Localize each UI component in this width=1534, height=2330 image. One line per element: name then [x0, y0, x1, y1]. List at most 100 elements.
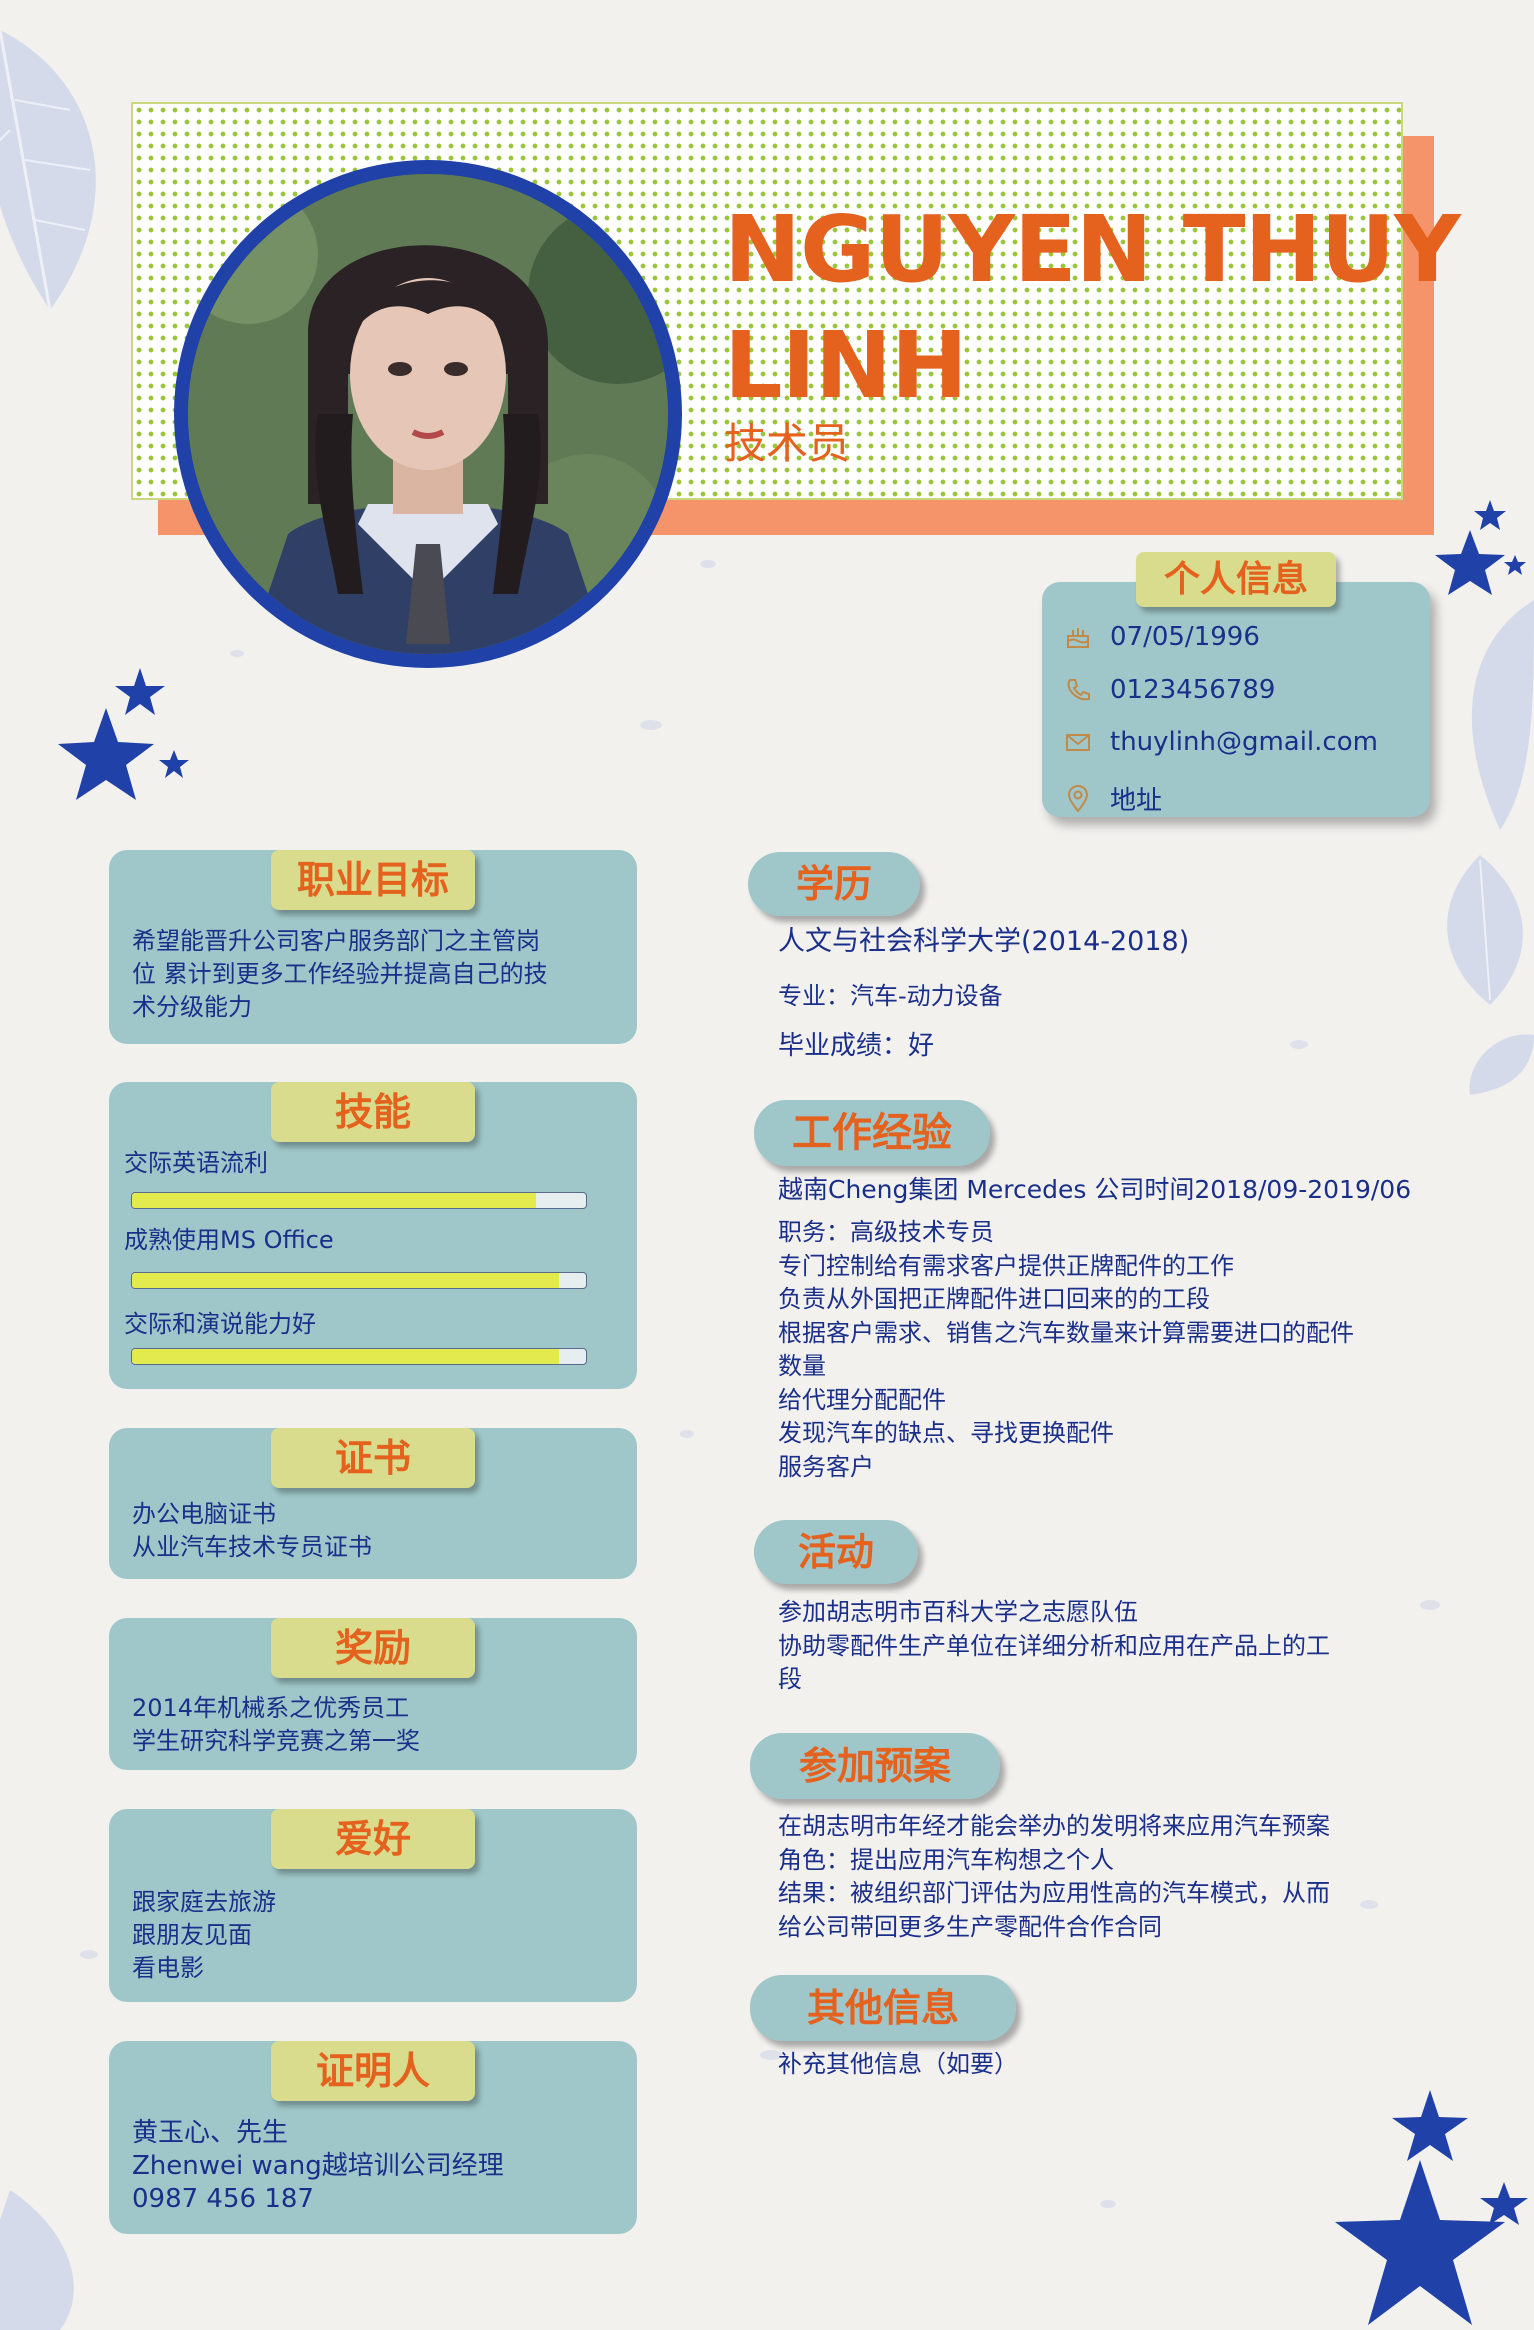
speck — [80, 1950, 98, 1959]
experience-line: 数量 — [778, 1352, 826, 1380]
other-info-line: 补充其他信息（如要） — [778, 2050, 1018, 2078]
references-title: 证明人 — [271, 2041, 475, 2101]
experience-line: 专门控制给有需求客户提供正牌配件的工作 — [778, 1251, 1234, 1280]
skill-bar-2 — [131, 1272, 587, 1289]
awards-text: 2014年机械系之优秀员工 学生研究科学竞赛之第一奖 — [132, 1692, 420, 1758]
reference-line: 0987 456 187 — [132, 2184, 314, 2214]
objective-line: 希望能晋升公司客户服务部门之主管岗 — [132, 927, 540, 955]
experience-details: 职务：高级技术专员 专门控制给有需求客户提供正牌配件的工作 负责从外国把正牌配件… — [778, 1216, 1354, 1484]
speck — [640, 720, 662, 730]
location-pin-icon — [1067, 784, 1089, 813]
education-grade: 毕业成绩：好 — [778, 1031, 935, 1061]
objective-title: 职业目标 — [271, 850, 475, 910]
speck — [700, 560, 716, 568]
certificates-title: 证书 — [271, 1428, 475, 1488]
activity-line: 协助零配件生产单位在详细分析和应用在产品上的工 — [778, 1631, 1330, 1660]
projects-title: 参加预案 — [750, 1733, 1000, 1799]
hobbies-title: 爱好 — [271, 1809, 475, 1869]
leaf-decoration-right-middle — [1447, 855, 1523, 1005]
objective-line: 术分级能力 — [132, 993, 252, 1021]
skills-title: 技能 — [271, 1082, 475, 1142]
skill-bar-fill — [132, 1349, 559, 1364]
hobby-item: 看电影 — [132, 1954, 204, 1982]
certificates-text: 办公电脑证书 从业汽车技术专员证书 — [132, 1498, 372, 1564]
hobby-item: 跟家庭去旅游 — [132, 1888, 276, 1916]
award-item: 2014年机械系之优秀员工 — [132, 1694, 410, 1722]
activity-line: 段 — [778, 1665, 802, 1693]
experience-line: 职务：高级技术专员 — [778, 1218, 994, 1246]
star-cluster-top-right — [1435, 500, 1526, 595]
hobbies-text: 跟家庭去旅游 跟朋友见面 看电影 — [132, 1886, 276, 1985]
speck — [1420, 1600, 1440, 1610]
project-line: 给公司带回更多生产零配件合作合同 — [778, 1912, 1162, 1941]
reference-line: 黄玉心、先生 — [132, 2118, 289, 2148]
projects-text: 在胡志明市年经才能会举办的发明将来应用汽车预案 角色：提出应用汽车构想之个人 结… — [778, 1810, 1330, 1944]
education-title: 学历 — [748, 852, 920, 916]
award-item: 学生研究科学竞赛之第一奖 — [132, 1727, 420, 1755]
star-cluster-bottom-right — [1335, 2090, 1528, 2325]
experience-line: 服务客户 — [778, 1452, 874, 1481]
personal-info-card — [1042, 582, 1430, 817]
phone-value[interactable]: 0123456789 — [1110, 675, 1276, 705]
education-major: 专业：汽车-动力设备 — [778, 982, 1003, 1010]
cake-icon — [1067, 628, 1089, 648]
experience-line: 发现汽车的缺点、寻找更换配件 — [778, 1419, 1114, 1447]
experience-line: 给代理分配配件 — [778, 1385, 946, 1414]
leaf-decoration-top-left — [0, 29, 96, 311]
skill-label-3: 交际和演说能力好 — [124, 1310, 316, 1338]
experience-title: 工作经验 — [754, 1100, 990, 1166]
phone-row: 0123456789 — [1064, 675, 1275, 705]
address-row: 地址 — [1064, 780, 1162, 817]
activity-line: 参加胡志明市百科大学之志愿队伍 — [778, 1598, 1138, 1626]
birthday-row: 07/05/1996 — [1064, 622, 1260, 652]
speck — [1290, 1040, 1308, 1049]
leaf-decoration-bottom-left — [0, 2190, 74, 2330]
skill-bar-fill — [132, 1193, 537, 1208]
speck — [680, 1430, 694, 1438]
skill-bar-3 — [131, 1348, 587, 1365]
objective-line: 位 累计到更多工作经验并提高自己的技 — [132, 960, 548, 988]
phone-icon — [1067, 679, 1090, 701]
education-school: 人文与社会科学大学(2014-2018) — [778, 926, 1190, 957]
leaf-decoration-right — [1471, 600, 1534, 830]
hobby-item: 跟朋友见面 — [132, 1921, 252, 1949]
speck — [1360, 1900, 1378, 1909]
project-line: 结果：被组织部门评估为应用性高的汽车模式，从而 — [778, 1879, 1330, 1907]
email-row: thuylinh@gmail.com — [1064, 727, 1378, 757]
name-line-1: NGUYEN THUY — [724, 196, 1461, 303]
profile-photo-frame — [174, 160, 682, 668]
skill-bar-1 — [131, 1192, 587, 1209]
certificate-item: 办公电脑证书 — [132, 1500, 276, 1528]
name-line-2: LINH — [724, 312, 968, 419]
certificate-item: 从业汽车技术专员证书 — [132, 1533, 372, 1561]
references-text: 黄玉心、先生 Zhenwei wang越培训公司经理 0987 456 187 — [132, 2117, 504, 2216]
objective-text: 希望能晋升公司客户服务部门之主管岗 位 累计到更多工作经验并提高自己的技 术分级… — [132, 925, 548, 1024]
project-line: 在胡志明市年经才能会举办的发明将来应用汽车预案 — [778, 1812, 1330, 1840]
star-cluster-left — [58, 668, 189, 800]
profile-photo — [188, 174, 668, 654]
activities-text: 参加胡志明市百科大学之志愿队伍 协助零配件生产单位在详细分析和应用在产品上的工 … — [778, 1596, 1330, 1697]
experience-line: 根据客户需求、销售之汽车数量来计算需要进口的配件 — [778, 1318, 1354, 1347]
job-title: 技术员 — [724, 419, 851, 468]
activities-title: 活动 — [754, 1520, 918, 1584]
email-value[interactable]: thuylinh@gmail.com — [1110, 727, 1378, 757]
other-info-text: 补充其他信息（如要） — [778, 2048, 1018, 2082]
skill-bar-fill — [132, 1273, 559, 1288]
reference-line: Zhenwei wang越培训公司经理 — [132, 2151, 504, 2181]
speck — [230, 650, 244, 657]
speck — [760, 2050, 782, 2060]
awards-title: 奖励 — [271, 1618, 475, 1678]
envelope-icon — [1066, 734, 1090, 751]
speck — [1100, 2200, 1116, 2208]
skill-label-2: 成熟使用MS Office — [124, 1226, 334, 1254]
other-info-title: 其他信息 — [750, 1975, 1016, 2041]
experience-line: 负责从外国把正牌配件进口回来的的工段 — [778, 1285, 1210, 1313]
skill-label-1: 交际英语流利 — [124, 1149, 268, 1177]
birthday-value: 07/05/1996 — [1110, 622, 1260, 652]
leaf-decoration-right-small — [1469, 1034, 1534, 1095]
profile-photo-illustration — [188, 174, 668, 654]
experience-company: 越南Cheng集团 Mercedes 公司时间2018/09-2019/06 — [778, 1175, 1412, 1204]
personal-info-title: 个人信息 — [1136, 552, 1336, 607]
address-value: 地址 — [1110, 786, 1163, 816]
project-line: 角色：提出应用汽车构想之个人 — [778, 1845, 1114, 1874]
